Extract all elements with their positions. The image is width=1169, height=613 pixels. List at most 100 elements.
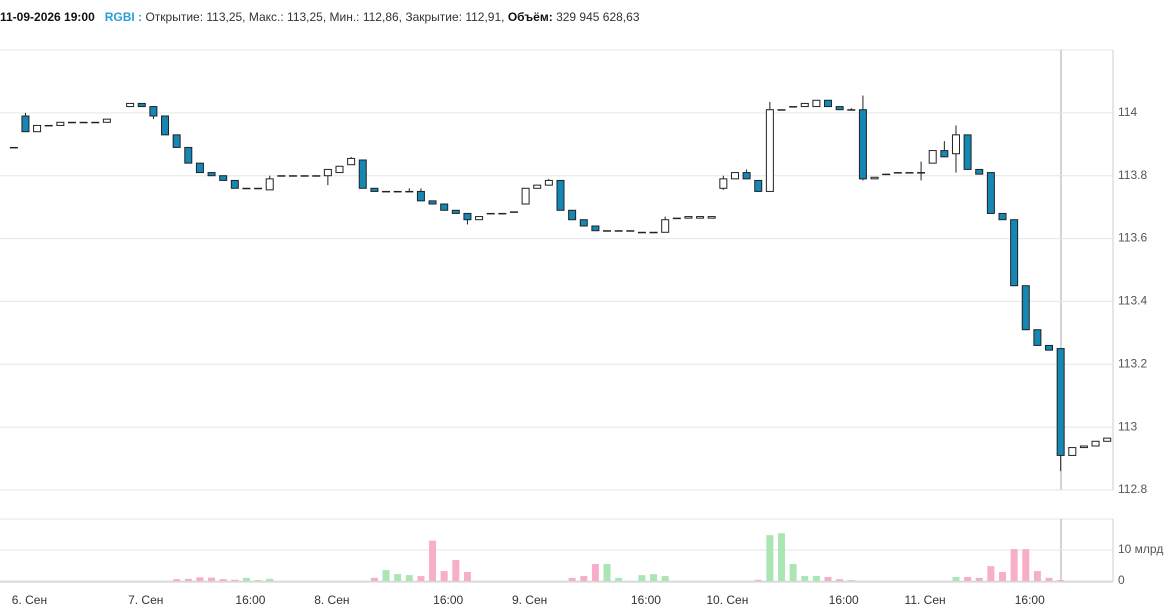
y-tick-label: 113.8 <box>1118 168 1147 182</box>
x-tick-label: 7. Сен <box>128 593 163 607</box>
volume-bar <box>638 575 646 581</box>
volume-bar <box>452 559 460 581</box>
volume-bar <box>766 535 774 581</box>
x-tick-label: 11. Сен <box>905 593 946 607</box>
volume-bar <box>370 577 378 581</box>
x-tick-label: 16:00 <box>829 593 859 607</box>
x-tick-label: 16:00 <box>235 593 265 607</box>
x-tick-label: 6. Сен <box>12 593 47 607</box>
x-tick-label: 16:00 <box>631 593 661 607</box>
volume-bar <box>405 575 413 581</box>
y-tick-label: 114 <box>1118 105 1137 119</box>
ohlc-fields: Открытие: 113,25, Макс.: 113,25, Мин.: 1… <box>145 10 505 24</box>
volume-bar <box>173 579 181 581</box>
candle-body <box>67 121 76 124</box>
volume-bar <box>417 576 425 581</box>
candle-body <box>684 216 693 219</box>
candle-body <box>742 172 751 180</box>
volume-bar <box>824 576 832 581</box>
volume-bar <box>1045 577 1053 581</box>
candle-body <box>1103 437 1112 442</box>
candle-body <box>835 106 844 111</box>
candle-body <box>824 99 833 108</box>
volume-value: 329 945 628,63 <box>556 10 640 24</box>
candle-body <box>79 121 88 124</box>
volume-bar <box>1010 549 1018 581</box>
volume-bar <box>836 579 844 581</box>
volume-bar <box>568 577 576 581</box>
candle-body <box>579 219 588 227</box>
candle-body <box>9 146 18 149</box>
y-tick-label: 113 <box>1118 419 1137 433</box>
candle-body <box>1091 440 1100 447</box>
volume-bar <box>463 572 471 581</box>
volume-bar <box>208 577 216 581</box>
candle-body <box>312 175 321 177</box>
volume-bar <box>661 576 669 581</box>
candle-body <box>184 146 193 164</box>
volume-bar <box>382 570 390 581</box>
candle-body <box>719 178 728 189</box>
candle-body <box>370 187 379 192</box>
candle-body <box>393 190 402 193</box>
volume-bar <box>242 577 250 581</box>
candle-body <box>149 106 158 117</box>
y-tick-label: 112.8 <box>1118 482 1147 496</box>
candle-body <box>893 172 902 174</box>
volume-bar <box>603 563 611 581</box>
volume-tick-label: 0 <box>1118 573 1125 587</box>
candle-body <box>556 179 565 211</box>
candle-body <box>951 134 960 155</box>
candle-body <box>870 176 879 180</box>
candle-body <box>91 121 100 124</box>
candle-body <box>358 159 367 189</box>
candle-body <box>102 118 111 123</box>
candle-body <box>986 172 995 214</box>
candle-body <box>847 109 856 111</box>
candle-body <box>1033 329 1042 346</box>
candle-body <box>765 109 774 192</box>
volume-bar <box>975 577 983 581</box>
candle-body <box>917 172 926 174</box>
candle-body <box>451 209 460 214</box>
candle-body <box>416 190 425 202</box>
candle-body <box>486 212 495 215</box>
candle-body <box>777 109 786 111</box>
candle-body <box>1068 447 1077 456</box>
candle-body <box>928 150 937 164</box>
candle-body <box>614 230 623 232</box>
candle-body <box>161 115 170 136</box>
volume-label: Объём: <box>507 10 553 24</box>
candle-body <box>509 211 518 213</box>
datetime: 11-09-2026 19:00 <box>0 10 95 24</box>
candle-body <box>463 212 472 221</box>
volume-bar <box>440 571 448 581</box>
volume-bar <box>1022 549 1030 581</box>
candle-body <box>300 175 309 177</box>
candle-body <box>1010 219 1019 287</box>
volume-bar <box>254 580 262 581</box>
volume-bar <box>847 580 855 581</box>
candle-body <box>428 200 437 205</box>
candle-body <box>812 99 821 108</box>
candle-body <box>498 212 507 215</box>
volume-tick-label: 10 млрд <box>1118 542 1163 556</box>
volume-bar <box>231 579 239 581</box>
candle-body <box>591 225 600 232</box>
volume-bar <box>812 576 820 581</box>
volume-bar <box>999 572 1006 581</box>
candle-body <box>789 106 798 108</box>
candle-body <box>242 187 251 190</box>
candle-body <box>219 175 228 181</box>
candle-body <box>544 179 553 186</box>
candle-body <box>998 212 1007 221</box>
volume-bar <box>952 576 960 581</box>
volume-bar <box>394 574 402 581</box>
volume-bar <box>1057 579 1065 581</box>
candle-body <box>1079 445 1088 449</box>
candle-body <box>754 179 763 192</box>
candle-body <box>277 175 286 177</box>
symbol: RGBI : <box>104 10 143 24</box>
candle-body <box>637 231 646 234</box>
